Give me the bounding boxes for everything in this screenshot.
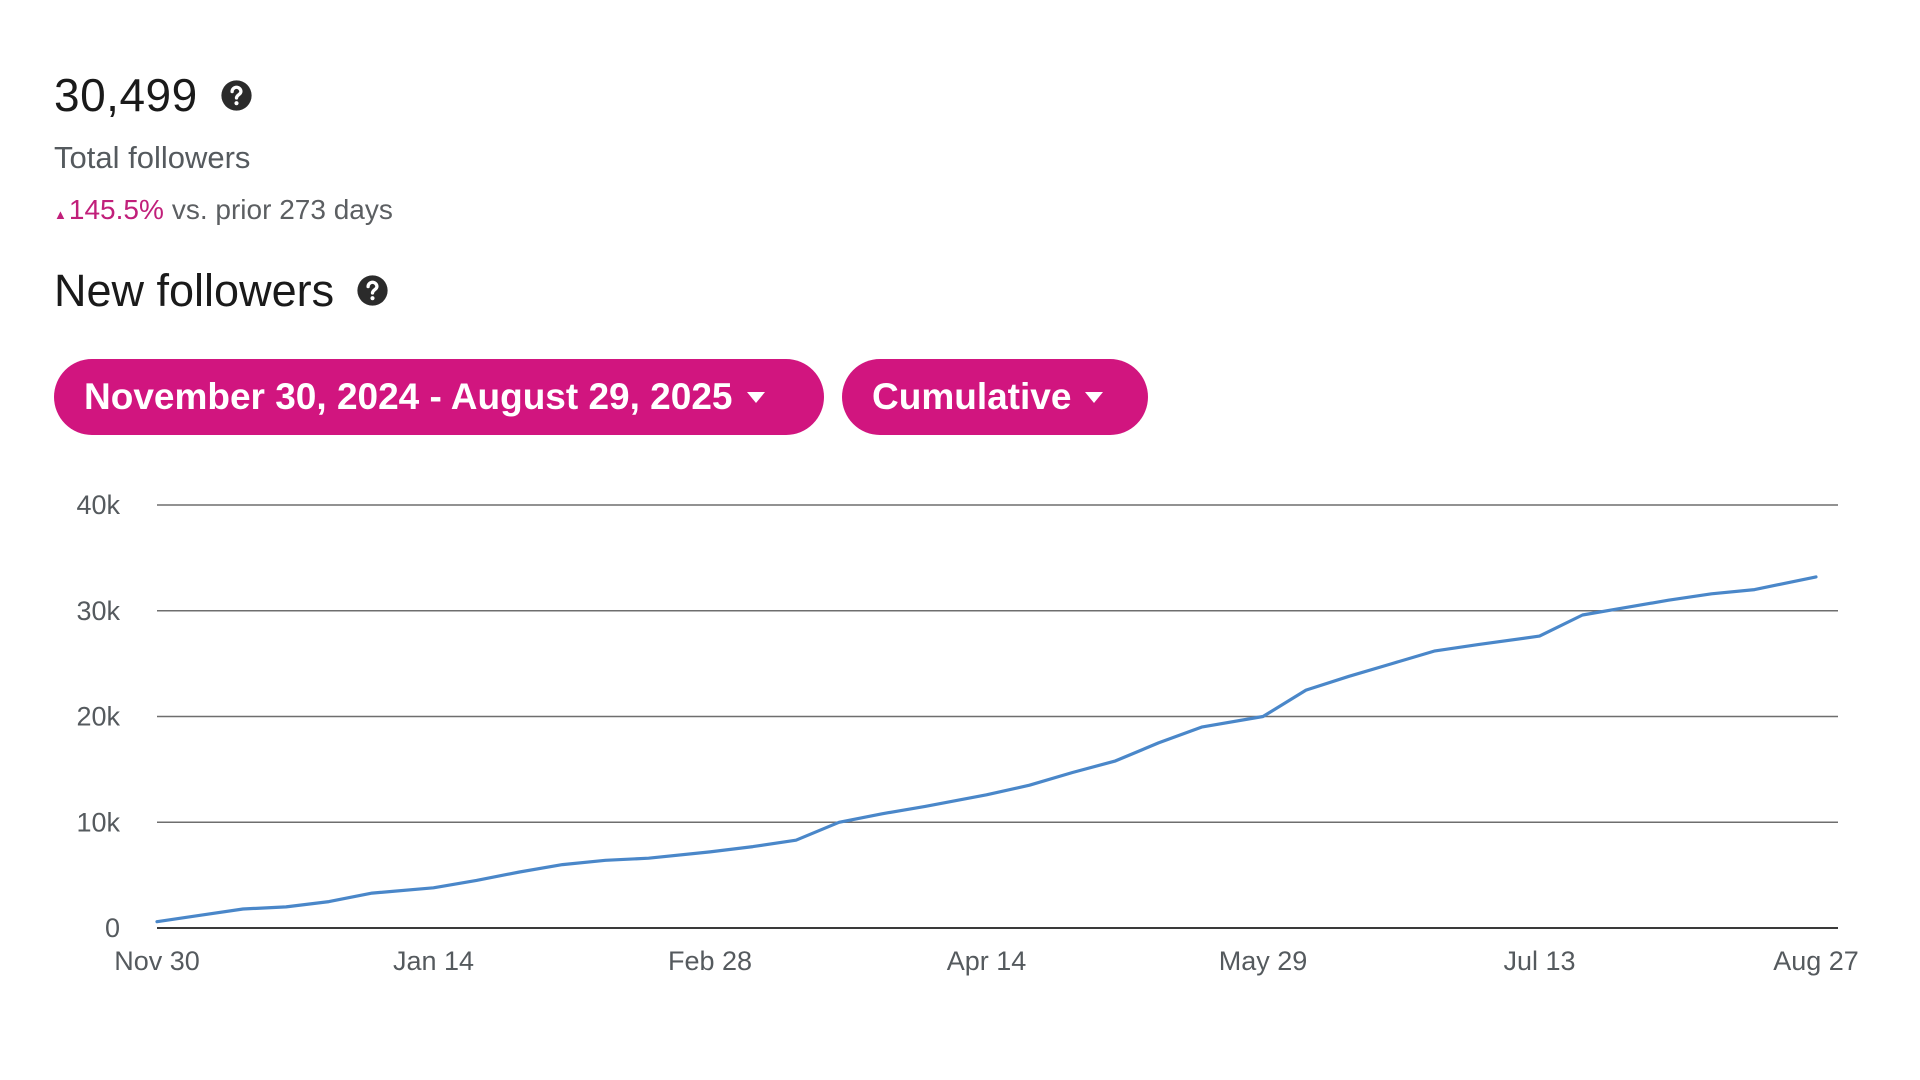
total-followers-label: Total followers	[54, 140, 251, 175]
x-tick-label: Jan 14	[393, 946, 474, 976]
x-tick-label: Aug 27	[1773, 946, 1859, 976]
date-range-dropdown[interactable]: November 30, 2024 - August 29, 2025	[54, 359, 824, 435]
total-followers-summary: 30,499 Total followers ▲ 145.5% vs. prio…	[54, 72, 393, 226]
grid-lines	[157, 504, 1838, 929]
y-tick-label: 30k	[76, 596, 120, 626]
change-comparison-text: vs. prior 273 days	[171, 194, 393, 225]
view-mode-dropdown[interactable]: Cumulative	[842, 359, 1148, 435]
caret-down-icon	[1085, 391, 1104, 403]
series-layer	[155, 575, 1818, 924]
help-icon[interactable]	[356, 274, 389, 307]
chart-controls: November 30, 2024 - August 29, 2025 Cumu…	[54, 359, 1148, 435]
y-tick-label: 0	[105, 913, 120, 943]
y-tick-label: 40k	[76, 490, 120, 520]
new-followers-header: New followers	[54, 268, 389, 313]
x-tick-label: May 29	[1219, 946, 1308, 976]
x-tick-label: Feb 28	[668, 946, 752, 976]
caret-down-icon	[746, 391, 765, 403]
date-range-label: November 30, 2024 - August 29, 2025	[84, 376, 733, 417]
change-indicator: ▲ 145.5% vs. prior 273 days	[54, 194, 393, 226]
change-value: 145.5%	[68, 194, 164, 225]
arrow-up-icon: ▲	[54, 207, 67, 222]
x-tick-label: Nov 30	[114, 946, 200, 976]
followers-series-line[interactable]	[155, 575, 1818, 924]
x-tick-label: Apr 14	[947, 946, 1027, 976]
x-tick-label: Jul 13	[1503, 946, 1575, 976]
x-axis-ticks: Nov 30 Jan 14 Feb 28 Apr 14 May 29 Jul 13 Aug …	[114, 946, 1859, 976]
y-axis-ticks: 0 10k 20k 30k 40k	[76, 490, 120, 943]
total-followers-row: 30,499	[54, 72, 393, 118]
section-title: New followers	[54, 265, 335, 316]
y-tick-label: 20k	[76, 702, 120, 732]
new-followers-chart: 0 10k 20k 30k 40k Nov 30 Jan 14 Feb 28 Apr 14 Ma…	[76, 490, 1859, 976]
y-tick-label: 10k	[76, 807, 120, 837]
help-icon[interactable]	[220, 79, 253, 112]
view-mode-label: Cumulative	[872, 376, 1072, 417]
total-followers-value: 30,499	[54, 69, 198, 121]
